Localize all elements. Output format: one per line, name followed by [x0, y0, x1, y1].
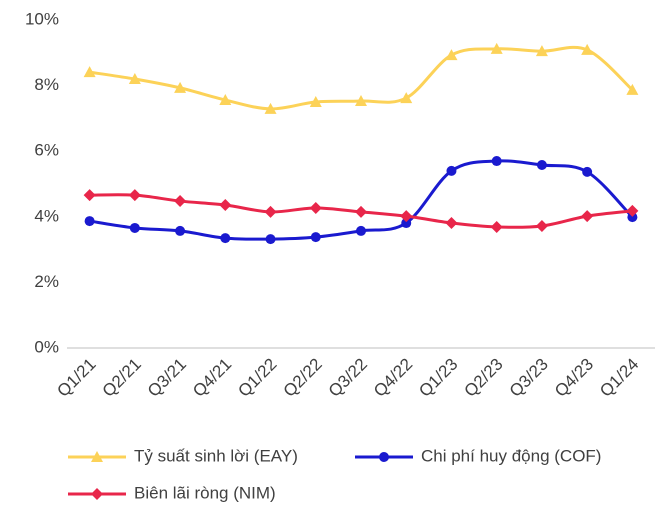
x-tick-label: Q3/22 [325, 355, 371, 401]
x-tick-label: Q4/21 [189, 355, 235, 401]
marker [400, 210, 413, 223]
y-tick-label: 6% [34, 141, 59, 160]
x-tick-label: Q2/22 [280, 355, 326, 401]
marker [627, 212, 638, 223]
marker [310, 232, 321, 243]
marker [355, 95, 367, 107]
marker [490, 220, 503, 233]
marker [264, 102, 277, 114]
marker [128, 189, 141, 202]
marker [401, 218, 412, 229]
marker [582, 166, 593, 177]
marker [83, 189, 96, 202]
marker [535, 219, 548, 232]
marker [490, 42, 503, 54]
marker [219, 94, 232, 106]
marker [264, 205, 277, 218]
marker [174, 195, 187, 208]
marker [445, 217, 458, 230]
legend-label: Chi phí huy động (COF) [421, 446, 601, 465]
x-tick-label: Q4/23 [551, 355, 597, 401]
marker [129, 222, 140, 233]
legend-label: Tỷ suất sinh lời (EAY) [134, 446, 298, 465]
x-tick-label: Q3/23 [506, 355, 552, 401]
marker [536, 159, 547, 170]
marker [265, 234, 276, 245]
marker [626, 204, 639, 217]
legend-marker [91, 451, 103, 462]
x-tick-label: Q3/21 [144, 355, 190, 401]
y-tick-label: 4% [34, 206, 59, 225]
marker [83, 66, 96, 78]
marker [400, 92, 413, 104]
legend-marker [379, 452, 389, 462]
marker [219, 198, 232, 211]
marker [581, 43, 594, 55]
x-tick-label: Q1/21 [53, 355, 99, 401]
marker [174, 81, 187, 93]
x-tick-label: Q2/23 [461, 355, 507, 401]
y-tick-label: 2% [34, 272, 59, 291]
x-tick-label: Q1/24 [596, 355, 642, 401]
marker [626, 83, 639, 95]
marker [175, 225, 186, 236]
marker [535, 45, 548, 57]
marker [446, 165, 457, 176]
marker [355, 205, 367, 218]
marker [445, 49, 458, 61]
marker [309, 201, 322, 214]
y-tick-label: 0% [34, 337, 59, 356]
legend-label: Biên lãi ròng (NIM) [134, 483, 276, 502]
marker [309, 96, 322, 107]
y-tick-label: 10% [25, 9, 59, 28]
marker [220, 233, 231, 244]
legend-marker [91, 488, 103, 500]
x-tick-label: Q1/23 [415, 355, 461, 401]
marker [356, 225, 366, 236]
marker [491, 156, 502, 167]
x-tick-label: Q4/22 [370, 355, 416, 401]
marker [84, 216, 95, 227]
marker [581, 210, 594, 223]
marker [128, 73, 141, 85]
x-tick-label: Q1/22 [234, 355, 280, 401]
x-tick-label: Q2/21 [99, 355, 145, 401]
y-tick-label: 8% [34, 75, 59, 94]
